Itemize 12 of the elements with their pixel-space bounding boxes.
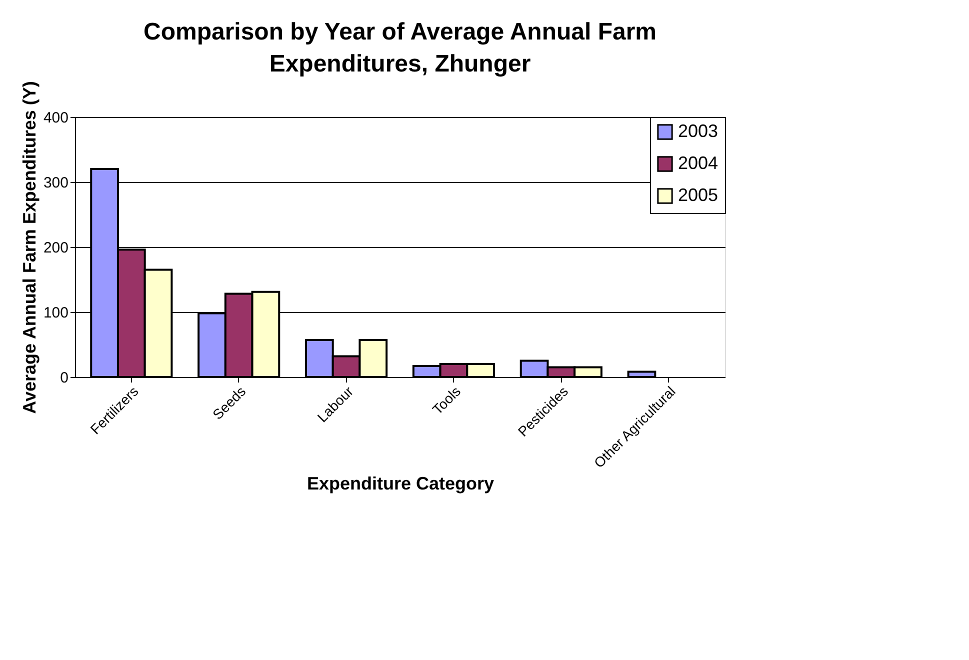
x-axis-title: Expenditure Category (306, 473, 494, 494)
legend-label: 2005 (678, 185, 718, 205)
y-tick-label: 300 (43, 174, 68, 192)
legend-label: 2004 (678, 153, 718, 173)
y-tick-label: 200 (43, 240, 68, 256)
y-tick-label: 0 (60, 370, 68, 386)
y-axis-title: Average Annual Farm Expenditures (Y) (19, 81, 40, 414)
chart-title: Comparison by Year of Average Annual Farm Expenditures, Zhunger (143, 18, 657, 78)
legend-label: 2003 (678, 121, 718, 141)
bar (627, 370, 656, 378)
y-tick-label: 100 (43, 304, 68, 322)
y-tick-label: 400 (43, 110, 68, 126)
